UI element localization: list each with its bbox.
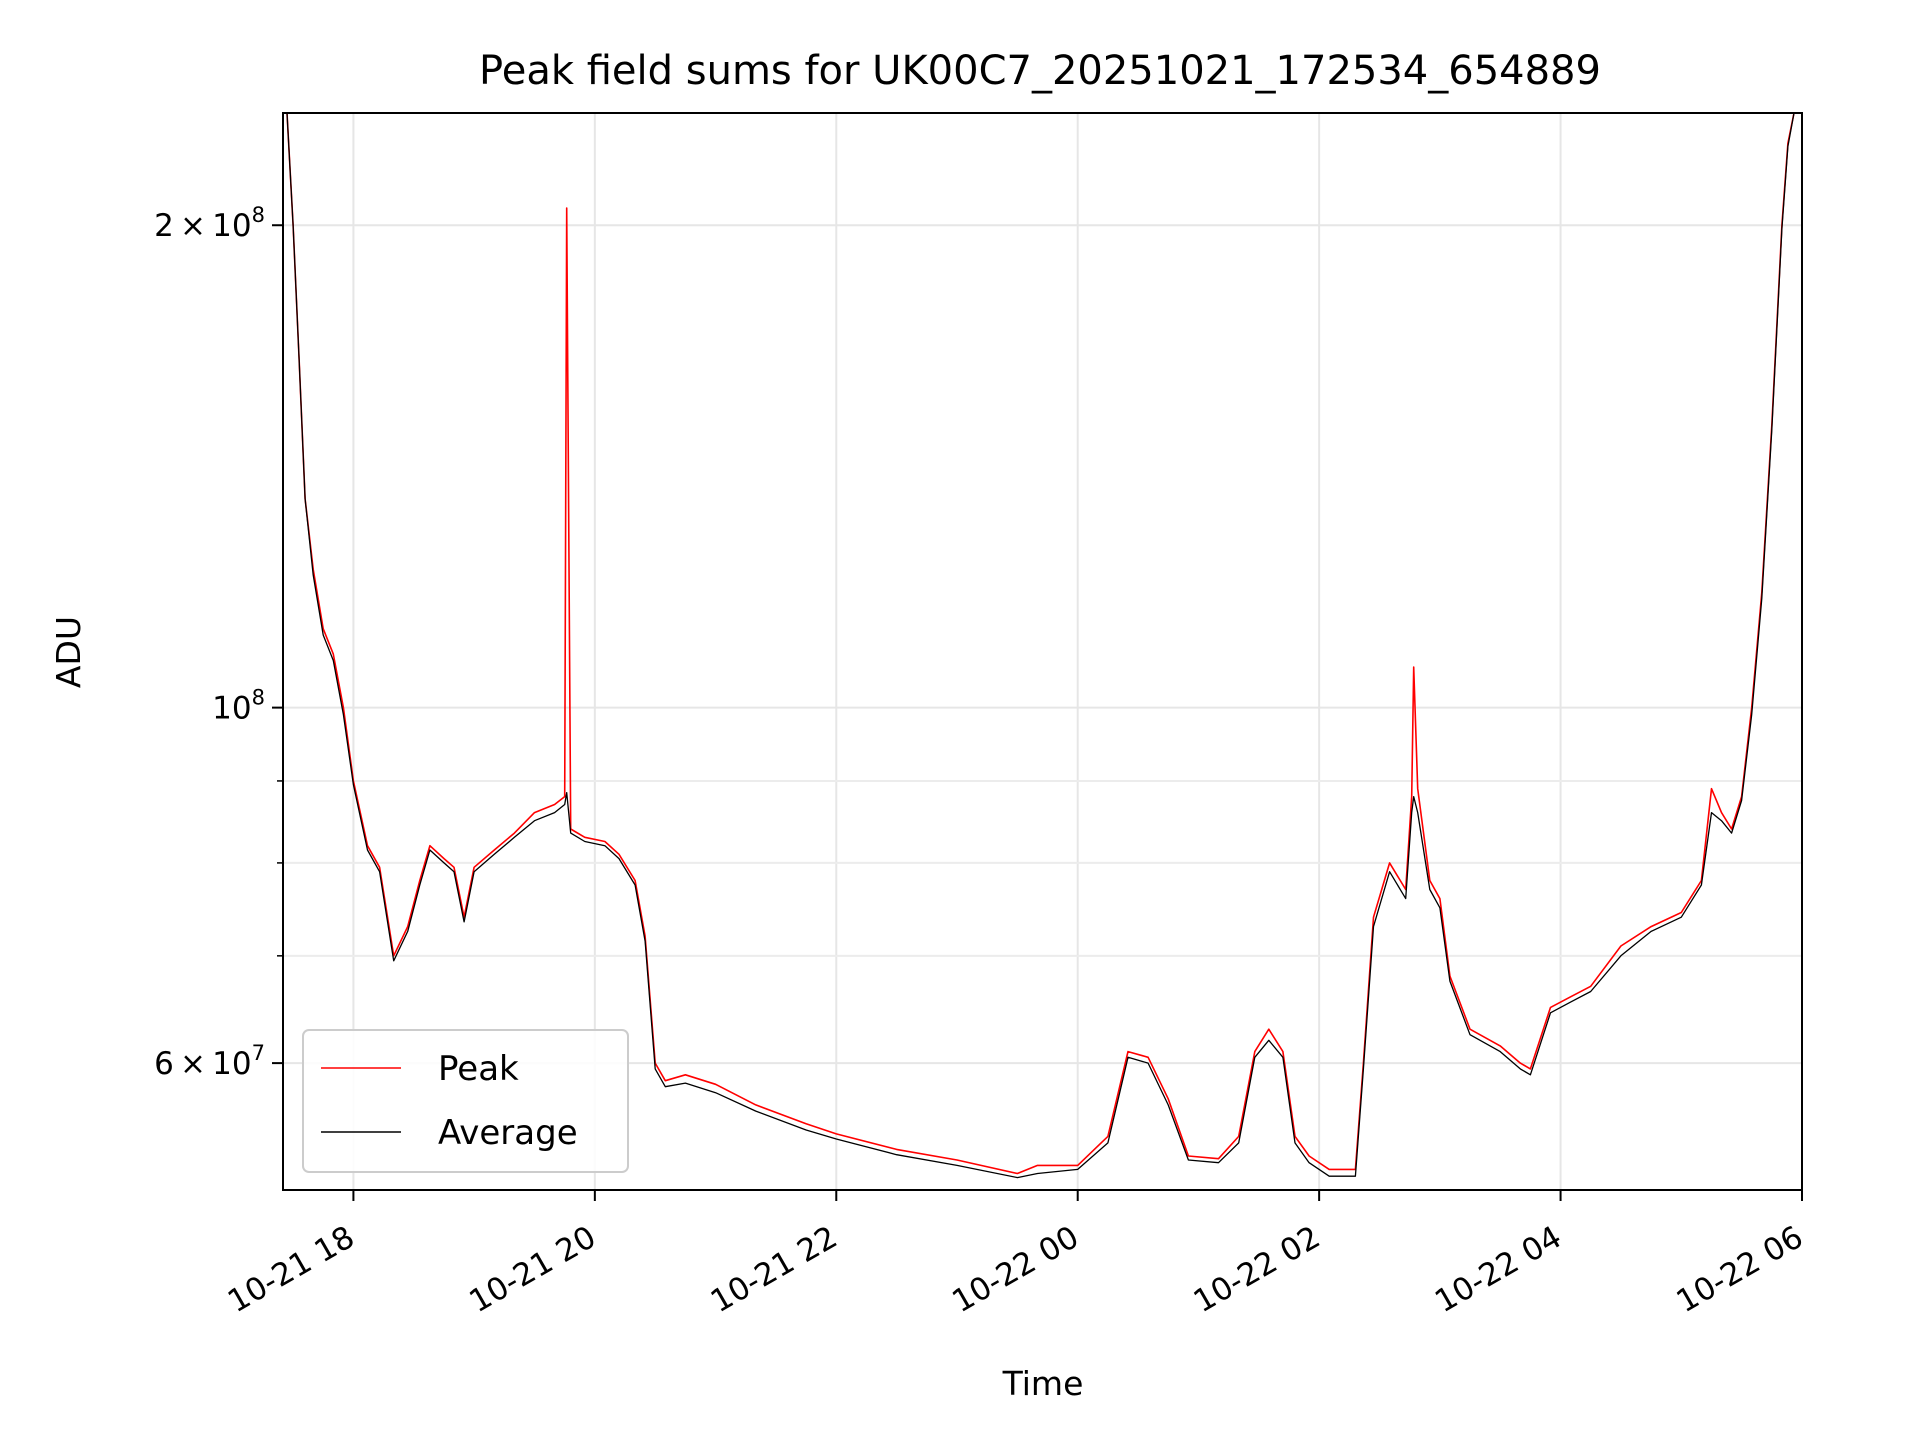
y-tick-label-2: 2 × 108: [154, 203, 265, 244]
grid-layer: [283, 113, 1803, 1190]
x-tick-label-5: 10-22 04: [1429, 1219, 1568, 1320]
series-line-average: [286, 113, 1795, 1179]
series-line-peak: [286, 113, 1795, 1175]
y-tick-label-1: 108: [212, 686, 265, 727]
legend-label-peak: Peak: [438, 1049, 519, 1089]
chart-title: Peak field sums for UK00C7_20251021_1725…: [479, 48, 1601, 94]
x-tick-label-6: 10-22 06: [1670, 1219, 1809, 1320]
legend: Peak Average: [302, 1029, 629, 1173]
series-layer: [286, 113, 1795, 1179]
x-tick-label-4: 10-22 02: [1188, 1219, 1327, 1320]
x-tick-label-3: 10-22 00: [946, 1219, 1085, 1320]
plot-frame: [282, 112, 1803, 1191]
legend-label-average: Average: [438, 1113, 578, 1153]
y-tick-label-0: 6 × 107: [154, 1041, 265, 1082]
x-axis-label: Time: [1002, 1364, 1084, 1403]
legend-box: [302, 1029, 629, 1173]
x-tick-label-1: 10-21 20: [463, 1219, 602, 1320]
y-axis-label: ADU: [49, 616, 88, 688]
x-tick-label-0: 10-21 18: [222, 1219, 361, 1320]
x-tick-label-2: 10-21 22: [705, 1219, 844, 1320]
